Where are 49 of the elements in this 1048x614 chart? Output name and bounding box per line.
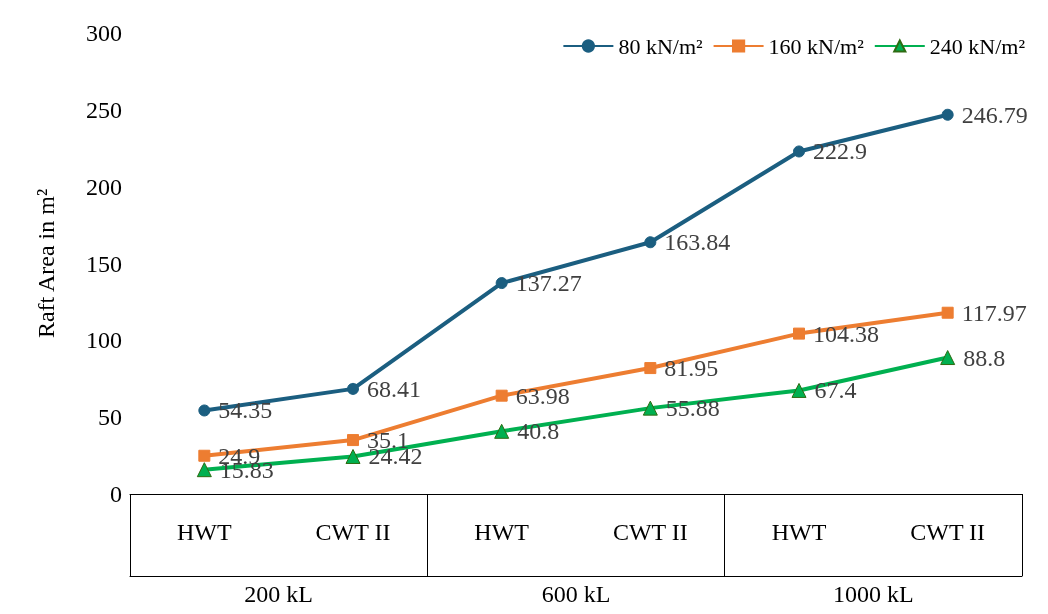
text: 200 kL — [244, 581, 313, 607]
data-label: 67.4 — [814, 377, 857, 404]
data-label: 104.38 — [813, 320, 879, 347]
y-tick-label: 150 — [86, 250, 122, 277]
x-tick-label: CWT II — [315, 519, 391, 545]
x-tick-label: HWT — [771, 519, 827, 545]
point — [642, 400, 658, 416]
data-label: 222.9 — [813, 138, 867, 165]
point — [793, 145, 805, 158]
point — [345, 448, 361, 464]
y-tick-label: 250 — [86, 96, 122, 123]
y-tick-label: 300 — [86, 20, 122, 46]
y-tick-label: 200 — [86, 173, 122, 200]
point — [644, 236, 657, 249]
legend-label: 160 kN/m² — [768, 33, 865, 59]
y-axis-title: Raft Area in m² — [33, 188, 59, 339]
x-tick-label: CWT II — [910, 519, 986, 545]
point — [644, 362, 657, 375]
legend-label: 80 kN/m² — [618, 33, 703, 59]
point — [941, 306, 954, 319]
data-label: 68.41 — [367, 375, 421, 402]
data-label: 163.84 — [664, 229, 731, 256]
data-label: 246.79 — [961, 101, 1028, 128]
text: 1000 kL — [833, 581, 914, 607]
point — [940, 350, 956, 366]
point — [198, 404, 211, 417]
data-label: 137.27 — [515, 270, 582, 297]
point — [791, 382, 807, 398]
point — [495, 277, 508, 290]
data-label: 117.97 — [961, 299, 1027, 326]
data-label: 63.98 — [515, 382, 570, 409]
point — [494, 423, 510, 439]
x-tick-label: HWT — [177, 519, 232, 545]
point — [196, 462, 212, 478]
x-tick-label: HWT — [474, 519, 530, 545]
point — [198, 449, 211, 462]
point — [347, 434, 359, 447]
text: 600 kL — [541, 581, 611, 607]
y-tick-label: 100 — [86, 327, 122, 354]
legend-label: 240 kN/m² — [929, 33, 1026, 59]
y-tick-label: 50 — [98, 404, 122, 431]
point — [495, 389, 508, 402]
point — [347, 382, 359, 395]
point — [941, 108, 954, 121]
data-label: 88.8 — [963, 344, 1006, 371]
y-tick-label: 0 — [110, 481, 122, 507]
x-tick-label: CWT II — [612, 519, 688, 545]
point — [793, 327, 805, 340]
data-label: 81.95 — [664, 355, 719, 382]
